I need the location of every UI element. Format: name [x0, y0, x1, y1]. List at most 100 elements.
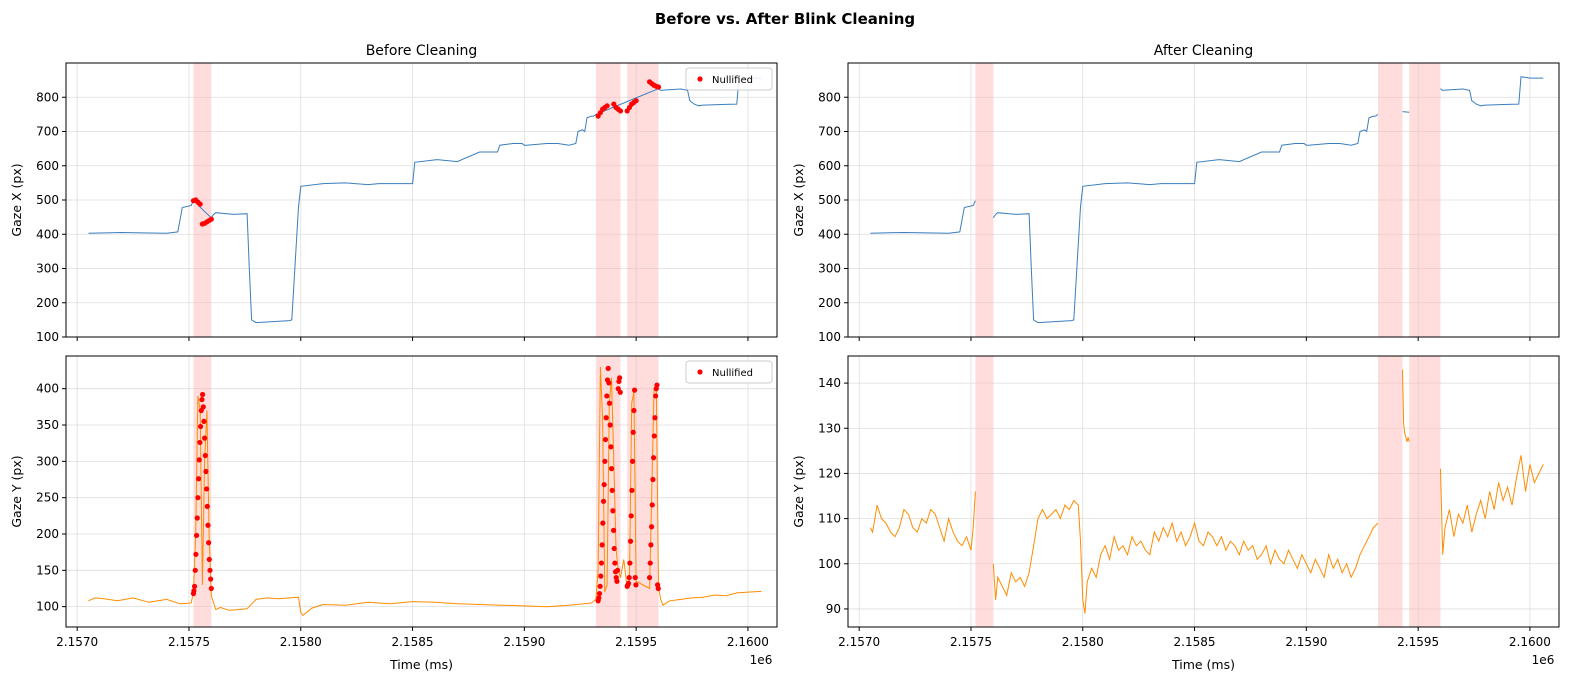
- x-offset-label: 1e6: [1532, 653, 1555, 667]
- nullified-point: [647, 560, 653, 566]
- x-tick-label: 2.1600: [1509, 635, 1551, 649]
- chart-panels: 100 200 300 400 500 600 700 800 Before Cleaning G…: [9, 43, 1560, 672]
- nullified-point: [627, 560, 633, 566]
- legend: Nullified: [685, 360, 773, 384]
- y-tick-label: 110: [818, 512, 841, 526]
- y-tick-label: 800: [36, 90, 59, 104]
- nullified-point: [204, 486, 210, 492]
- nullified-point: [202, 452, 208, 459]
- series-line: [1402, 369, 1410, 442]
- series-line: [869, 491, 976, 551]
- y-tick-label: 500: [818, 193, 841, 207]
- blink-span: [975, 356, 994, 627]
- y-tick-label: 140: [818, 376, 841, 390]
- y-tick-label: 400: [36, 382, 59, 396]
- nullified-point: [629, 458, 636, 464]
- nullified-point: [626, 574, 632, 581]
- y-tick-label: 200: [36, 527, 59, 541]
- nullified-point: [630, 429, 636, 435]
- x-tick-label: 2.1590: [1285, 635, 1327, 649]
- nullified-point: [192, 567, 198, 573]
- series-line: [1440, 455, 1544, 555]
- y-tick-label: 600: [818, 159, 841, 173]
- x-tick-label: 2.1590: [503, 635, 545, 649]
- nullified-point: [197, 439, 203, 446]
- nullified-point: [633, 98, 639, 104]
- nullified-point: [654, 382, 660, 388]
- nullified-point: [611, 545, 617, 552]
- blink-span: [1377, 63, 1403, 337]
- x-axis-label: Time (ms): [1171, 657, 1235, 672]
- nullified-point: [606, 380, 612, 386]
- nullified-point: [193, 532, 200, 539]
- nullified-point: [648, 542, 654, 548]
- blink-span: [1409, 356, 1441, 627]
- nullified-point: [604, 393, 610, 399]
- nullified-point: [207, 567, 213, 573]
- y-axis-label: Gaze Y (px): [791, 455, 806, 527]
- nullified-point: [202, 435, 208, 441]
- nullified-point: [596, 595, 602, 601]
- axes-frame: [65, 355, 778, 628]
- nullified-point: [201, 418, 207, 424]
- x-tick-label: 2.1570: [838, 635, 880, 649]
- nullified-point: [617, 108, 624, 114]
- nullified-point: [608, 444, 614, 450]
- series-line: [992, 114, 1379, 324]
- blink-span: [193, 63, 212, 337]
- nullified-point: [200, 391, 206, 398]
- y-tick-label: 150: [36, 563, 59, 577]
- x-tick-label: 2.1595: [1397, 635, 1439, 649]
- x-tick-label: 2.1600: [727, 635, 769, 649]
- nullified-point: [600, 498, 607, 504]
- nullified-point: [206, 540, 212, 546]
- y-tick-label: 300: [36, 262, 59, 276]
- nullified-point: [597, 583, 603, 589]
- y-tick-label: 400: [818, 227, 841, 241]
- nullified-point: [616, 375, 623, 381]
- chart-panel-after_x: 100 200 300 400 500 600 700 800 After Cleaning Ga…: [791, 43, 1560, 344]
- series-line: [870, 200, 976, 234]
- nullified-point: [197, 201, 203, 207]
- series-line: [1402, 111, 1410, 113]
- nullified-point: [206, 556, 212, 563]
- chart-panel-before_x: 100 200 300 400 500 600 700 800 Before Cleaning G…: [9, 43, 778, 344]
- nullified-point: [629, 487, 635, 494]
- nullified-point: [208, 216, 214, 222]
- legend-label: Nullified: [712, 75, 753, 86]
- x-tick-label: 2.1595: [615, 635, 657, 649]
- blink-span: [975, 63, 994, 337]
- y-tick-label: 700: [36, 125, 59, 139]
- nullified-point: [195, 495, 201, 501]
- figure-title: Before vs. After Blink Cleaning: [655, 10, 915, 28]
- nullified-point: [607, 422, 613, 428]
- legend-marker: [697, 369, 703, 375]
- y-tick-label: 400: [36, 227, 59, 241]
- nullified-point: [649, 502, 655, 508]
- nullified-point: [604, 103, 610, 109]
- nullified-point: [652, 415, 658, 421]
- legend: Nullified: [685, 67, 773, 91]
- nullified-point: [205, 522, 211, 528]
- y-tick-label: 600: [36, 159, 59, 173]
- axes-title: Before Cleaning: [366, 43, 478, 59]
- nullified-point: [633, 582, 639, 588]
- nullified-point: [196, 457, 202, 463]
- nullified-point: [612, 560, 618, 566]
- nullified-point: [199, 396, 205, 403]
- legend-box: [685, 67, 773, 91]
- series-line: [992, 499, 1379, 614]
- y-tick-label: 250: [36, 491, 59, 505]
- nullified-point: [197, 423, 204, 430]
- nullified-point: [609, 487, 615, 494]
- blink-span: [1409, 63, 1441, 337]
- nullified-point: [606, 400, 613, 406]
- nullified-point: [195, 476, 202, 482]
- nullified-point: [650, 455, 657, 461]
- x-tick-label: 2.1585: [392, 635, 434, 649]
- nullified-point: [601, 481, 607, 488]
- y-axis-label: Gaze X (px): [9, 163, 24, 236]
- y-tick-label: 120: [818, 466, 841, 480]
- nullified-point: [631, 387, 638, 393]
